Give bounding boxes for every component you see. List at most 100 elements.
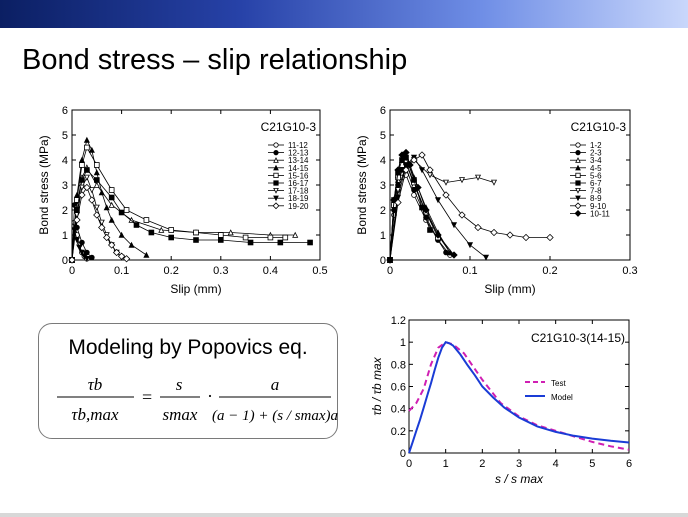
data-point <box>394 166 402 174</box>
data-point <box>98 219 105 226</box>
series-9-10 <box>386 151 554 264</box>
data-point <box>108 216 115 223</box>
legend-label: 2-3 <box>590 149 602 158</box>
data-point <box>422 206 430 214</box>
data-point <box>133 222 140 228</box>
data-point <box>193 229 199 236</box>
data-point <box>247 239 254 246</box>
data-point <box>242 234 249 241</box>
data-point <box>79 239 85 246</box>
bond-stress-chart-2: 0 1 2 3 4 5 6 0 0.1 0.2 0.3 Slip (mm) Bond stress (M… <box>355 105 638 296</box>
series-line <box>389 151 455 261</box>
series-model-line <box>408 341 630 454</box>
data-point <box>418 167 426 174</box>
data-point <box>386 256 394 264</box>
y-tick-label: 0 <box>380 255 386 267</box>
legend-label: 15-16 <box>288 171 309 180</box>
data-point <box>103 204 110 211</box>
x-tick-label: 0.1 <box>462 265 477 277</box>
y-axis-label: τb / τb max <box>370 356 384 415</box>
x-tick-label: 0.3 <box>213 265 228 277</box>
data-point <box>282 234 289 241</box>
data-point <box>78 191 86 199</box>
y-axis-label: Bond stress (MPa) <box>355 135 369 234</box>
legend-label: 1-2 <box>590 141 602 150</box>
legend-label: 18-19 <box>288 194 309 203</box>
chart-title: C21G10-3 <box>571 120 627 134</box>
data-point <box>117 252 126 260</box>
legend-label: 4-5 <box>590 164 602 173</box>
legend-marker <box>273 172 279 178</box>
legend-marker <box>273 180 279 186</box>
data-point <box>76 244 83 251</box>
legend-marker <box>575 164 581 171</box>
data-point <box>143 217 150 223</box>
lhs-denominator: τb,max <box>71 405 119 424</box>
data-point <box>426 166 434 174</box>
popovics-equation: τb τb,max = s smax · a (a − 1) + (s / sm… <box>57 375 338 424</box>
legend-label: 10-11 <box>590 209 610 218</box>
data-point <box>402 166 410 174</box>
y-tick-label: 0.2 <box>391 426 406 438</box>
slide-title: Bond stress – slip relationship <box>22 44 408 76</box>
x-tick-label: 0.1 <box>114 265 129 277</box>
x-tick-label: 0 <box>387 265 393 277</box>
data-point <box>118 231 125 238</box>
series-10-11 <box>386 148 458 264</box>
legend-marker <box>575 180 581 186</box>
data-point <box>73 237 81 244</box>
data-point <box>406 161 414 169</box>
data-point <box>427 227 433 233</box>
top-banner <box>0 0 688 28</box>
data-point <box>168 234 175 241</box>
data-point <box>450 251 458 259</box>
data-point <box>402 148 410 157</box>
data-point <box>411 177 417 183</box>
legend-marker <box>272 202 280 210</box>
legend-marker <box>575 195 581 202</box>
y-tick-label: 6 <box>62 105 68 117</box>
legend-label: 11-12 <box>288 141 308 150</box>
data-point <box>68 256 76 264</box>
data-point <box>94 177 100 183</box>
data-point <box>434 197 442 204</box>
y-tick-label: 4 <box>380 155 386 167</box>
data-point <box>193 237 199 243</box>
data-point <box>442 191 450 199</box>
data-point <box>84 144 90 151</box>
data-point <box>88 187 95 194</box>
data-point <box>442 179 450 186</box>
data-point <box>78 184 85 191</box>
data-point <box>490 228 498 237</box>
data-point <box>410 156 418 164</box>
y-tick-label: 1 <box>400 337 406 349</box>
series-line <box>71 146 286 261</box>
data-point <box>292 231 299 238</box>
bond-stress-chart-1: 0 1 2 3 4 5 6 0 0.1 0.2 0.3 0.4 0.5 Slip (mm) Bond str… <box>37 105 328 296</box>
data-point <box>73 216 81 224</box>
x-tick-label: 0.4 <box>263 265 278 277</box>
legend-marker <box>273 157 279 163</box>
data-point <box>414 183 422 192</box>
data-point <box>474 174 482 181</box>
data-point <box>78 249 85 256</box>
y-tick-label: 0.4 <box>391 404 406 416</box>
legend: 11-1212-1313-1414-1515-1616-1717-1818-19… <box>268 141 309 211</box>
right-denominator: (a − 1) + (s / smax)a <box>212 408 338 424</box>
x-tick-label: 0 <box>69 265 75 277</box>
data-point <box>108 201 115 208</box>
data-point <box>506 231 514 239</box>
data-point <box>88 146 95 153</box>
y-tick-label: 2 <box>380 205 386 217</box>
x-axis-label: s / s max <box>495 472 544 486</box>
data-point <box>83 255 90 263</box>
y-tick-label: 3 <box>62 180 68 192</box>
y-axis-label: Bond stress (MPa) <box>37 135 51 234</box>
x-tick-label: 2 <box>479 458 485 470</box>
legend-marker <box>575 142 581 148</box>
data-point <box>446 249 454 256</box>
data-point <box>98 189 105 196</box>
data-point <box>450 222 458 229</box>
legend-marker <box>575 157 581 163</box>
data-point <box>83 183 91 192</box>
